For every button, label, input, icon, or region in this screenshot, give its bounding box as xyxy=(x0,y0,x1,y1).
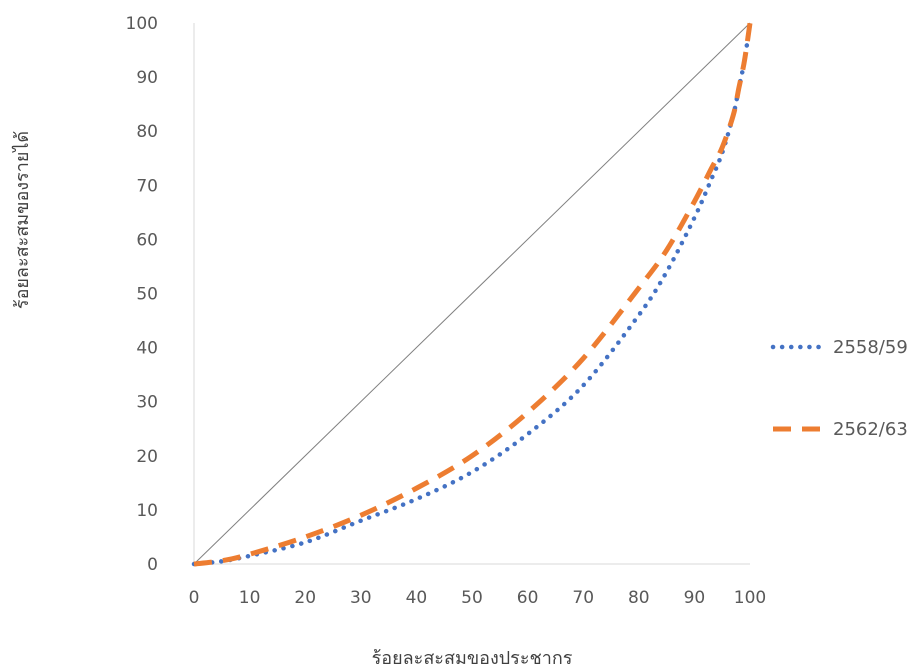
x-tick-label: 0 xyxy=(189,588,200,608)
y-tick-label: 40 xyxy=(136,339,158,359)
y-axis-ticks: 0 10 20 30 40 50 60 70 80 90 100 xyxy=(126,14,158,575)
y-tick-label: 80 xyxy=(136,122,158,142)
equality-line xyxy=(193,22,751,565)
y-tick-label: 50 xyxy=(136,285,158,305)
y-tick-label: 90 xyxy=(136,68,158,88)
y-tick-label: 100 xyxy=(126,14,158,34)
x-tick-label: 20 xyxy=(294,588,316,608)
legend-label-1: 2558/59 xyxy=(833,337,908,358)
x-axis-label: ร้อยละสะสมของประชากร xyxy=(372,648,573,669)
x-tick-label: 40 xyxy=(406,588,428,608)
y-tick-label: 60 xyxy=(136,230,158,250)
x-tick-label: 70 xyxy=(572,588,594,608)
y-tick-label: 70 xyxy=(136,176,158,196)
y-tick-label: 20 xyxy=(136,447,158,467)
x-tick-label: 30 xyxy=(350,588,372,608)
series-line-2 xyxy=(193,22,753,567)
legend: 2558/59 2562/63 xyxy=(770,337,908,440)
y-tick-label: 0 xyxy=(147,555,158,575)
y-axis-label: ร้อยละสะสมของรายได้ xyxy=(11,131,33,309)
y-tick-label: 30 xyxy=(136,393,158,413)
x-tick-label: 60 xyxy=(517,588,539,608)
legend-label-2: 2562/63 xyxy=(833,419,908,440)
x-tick-label: 10 xyxy=(239,588,261,608)
y-tick-label: 10 xyxy=(136,501,158,521)
x-tick-label: 100 xyxy=(734,588,766,608)
plot-area xyxy=(191,20,753,567)
x-axis-ticks: 0 10 20 30 40 50 60 70 80 90 100 xyxy=(189,588,767,608)
x-tick-label: 90 xyxy=(684,588,706,608)
x-tick-label: 80 xyxy=(628,588,650,608)
x-tick-label: 50 xyxy=(461,588,483,608)
